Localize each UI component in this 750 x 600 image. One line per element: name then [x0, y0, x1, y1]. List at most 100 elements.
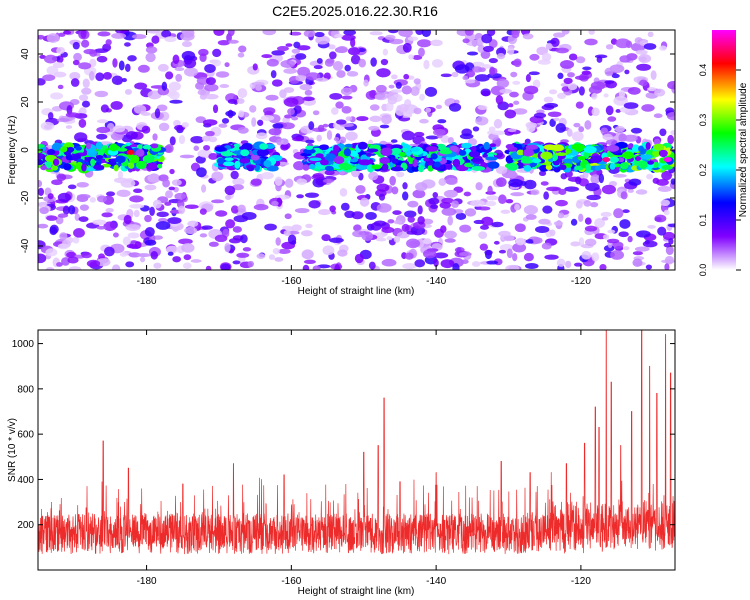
heatmap-band-cell	[390, 147, 402, 155]
snr-x-axis-label: Height of straight line (km)	[298, 586, 415, 597]
heatmap-cell	[183, 58, 197, 69]
heatmap-cell	[607, 229, 616, 234]
heatmap-band-cell	[240, 149, 250, 157]
heatmap-band-cell	[263, 160, 272, 168]
heatmap-cell	[406, 230, 418, 235]
heatmap-band-cell	[358, 159, 372, 166]
heatmap-cell	[324, 58, 334, 67]
heatmap-band-cell	[523, 164, 532, 172]
heatmap-cell	[658, 45, 667, 51]
heatmap-band-cell	[135, 160, 147, 170]
x-tick-label: -180	[137, 576, 157, 587]
heatmap-band-cell	[560, 164, 567, 171]
heatmap-cell	[46, 215, 58, 221]
heatmap-cell	[96, 119, 109, 124]
heatmap-cell	[172, 256, 182, 263]
heatmap-cell	[118, 60, 125, 71]
heatmap-cell	[73, 52, 82, 62]
heatmap-band-cell	[234, 160, 241, 169]
heatmap-cell	[68, 266, 82, 270]
heatmap-cell	[487, 185, 493, 195]
heatmap-cell	[471, 61, 485, 68]
heatmap-band-cell	[402, 147, 408, 153]
heatmap-cell	[124, 63, 131, 72]
heatmap-cell	[359, 197, 370, 207]
heatmap-cell	[425, 135, 439, 140]
heatmap-cell	[285, 43, 293, 47]
heatmap-cell	[466, 51, 479, 56]
heatmap-cell	[635, 230, 651, 238]
heatmap-cell	[236, 98, 245, 105]
heatmap-cell	[667, 80, 675, 90]
heatmap-cell	[268, 254, 276, 260]
heatmap-cell	[553, 221, 564, 226]
heatmap-cell	[553, 32, 566, 38]
heatmap-cell	[183, 254, 192, 261]
heatmap-cell	[334, 33, 344, 38]
heatmap-cell	[169, 168, 175, 175]
snr-frame	[37, 329, 676, 571]
heatmap-cell	[431, 59, 444, 68]
heatmap-cell	[613, 208, 624, 219]
heatmap-cell	[402, 191, 409, 201]
heatmap-cell	[647, 31, 654, 38]
heatmap-cell	[588, 30, 595, 35]
heatmap-cell	[182, 262, 192, 269]
heatmap-cell	[251, 81, 265, 86]
heatmap-cell	[305, 139, 315, 144]
heatmap-cell	[601, 216, 609, 221]
heatmap-cell	[178, 134, 186, 145]
heatmap-cell	[265, 94, 279, 101]
heatmap-cell	[112, 264, 121, 270]
heatmap-cell	[124, 42, 131, 47]
heatmap-cell	[47, 193, 54, 200]
heatmap-band-cell	[617, 157, 625, 163]
heatmap-cell	[670, 130, 675, 136]
heatmap-band-cell	[380, 147, 393, 156]
heatmap-band-cell	[150, 143, 159, 149]
heatmap-cell	[513, 58, 522, 68]
heatmap-cell	[600, 211, 612, 217]
heatmap-cell	[116, 189, 131, 198]
heatmap-cell	[520, 181, 527, 186]
heatmap-cell	[232, 260, 241, 265]
heatmap-cell	[463, 191, 472, 197]
heatmap-cell	[523, 205, 538, 215]
heatmap-cell	[144, 239, 157, 246]
heatmap-cell	[198, 48, 209, 57]
heatmap-cell	[180, 31, 195, 41]
heatmap-cell	[277, 248, 291, 254]
heatmap-cell	[208, 241, 219, 247]
heatmap-cell	[217, 39, 230, 46]
heatmap-cell	[413, 107, 422, 115]
heatmap-band-cell	[254, 164, 261, 172]
heatmap-cell	[96, 225, 107, 230]
heatmap-cell	[195, 155, 206, 164]
heatmap-cell	[560, 60, 575, 69]
heatmap-cell	[560, 173, 568, 180]
heatmap-cell	[274, 176, 283, 187]
heatmap-cell	[464, 30, 474, 36]
heatmap-cell	[111, 75, 123, 85]
heatmap-cell	[187, 220, 199, 227]
heatmap-cell	[514, 203, 520, 211]
heatmap-cell	[322, 123, 329, 128]
heatmap-cell	[635, 49, 648, 55]
heatmap-cell	[471, 261, 481, 267]
heatmap-cell	[613, 173, 627, 178]
heatmap-band-cell	[220, 151, 234, 157]
heatmap-cell	[74, 132, 88, 143]
heatmap-cell	[137, 64, 150, 73]
heatmap-cell	[557, 92, 567, 100]
heatmap-cell	[158, 122, 170, 132]
heatmap-cell	[122, 31, 138, 41]
heatmap-cell	[330, 107, 339, 115]
heatmap-cell	[583, 199, 592, 207]
heatmap-cell	[481, 33, 493, 44]
heatmap-cell	[204, 93, 219, 100]
heatmap-cell	[594, 54, 608, 59]
heatmap-cell	[141, 125, 151, 134]
heatmap-cell	[264, 223, 277, 231]
heatmap-cell	[131, 33, 147, 40]
heatmap-band-cell	[60, 146, 68, 153]
